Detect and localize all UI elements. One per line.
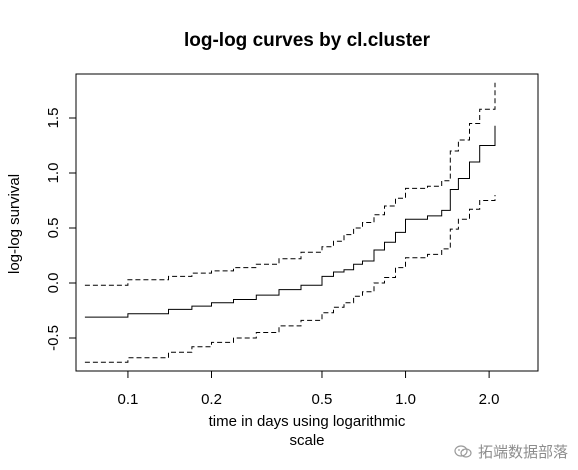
x-tick-label: 0.1 (118, 391, 139, 408)
lower-confidence-line (84, 195, 496, 363)
y-tick-label: 1.0 (45, 163, 62, 184)
y-axis: -0.5 0.0 0.5 1.0 1.5 (45, 108, 77, 351)
y-tick-label: 1.5 (45, 108, 62, 129)
y-axis-label: log-log survival (6, 174, 23, 274)
watermark: 拓端数据部落 (454, 441, 568, 462)
x-tick-label: 2.0 (479, 391, 500, 408)
plot-frame (75, 73, 539, 372)
y-tick-label: -0.5 (45, 325, 62, 351)
watermark-text: 拓端数据部落 (477, 443, 568, 461)
chart-title: log-log curves by cl.cluster (184, 30, 431, 51)
x-tick-label: 0.2 (201, 391, 222, 408)
y-tick-label: 0.5 (45, 218, 62, 239)
x-axis-label: time in days using logarithmic (209, 413, 406, 430)
series-group (84, 82, 496, 363)
wechat-icon (454, 444, 472, 458)
upper-confidence-line (84, 82, 496, 286)
x-axis-label-line-2: scale (289, 432, 324, 449)
x-tick-label: 0.5 (312, 391, 333, 408)
x-tick-label: 1.0 (395, 391, 416, 408)
y-tick-label: 0.0 (45, 273, 62, 294)
survival-estimate-line (84, 125, 496, 318)
x-axis: 0.1 0.2 0.5 1.0 2.0 (118, 370, 500, 408)
